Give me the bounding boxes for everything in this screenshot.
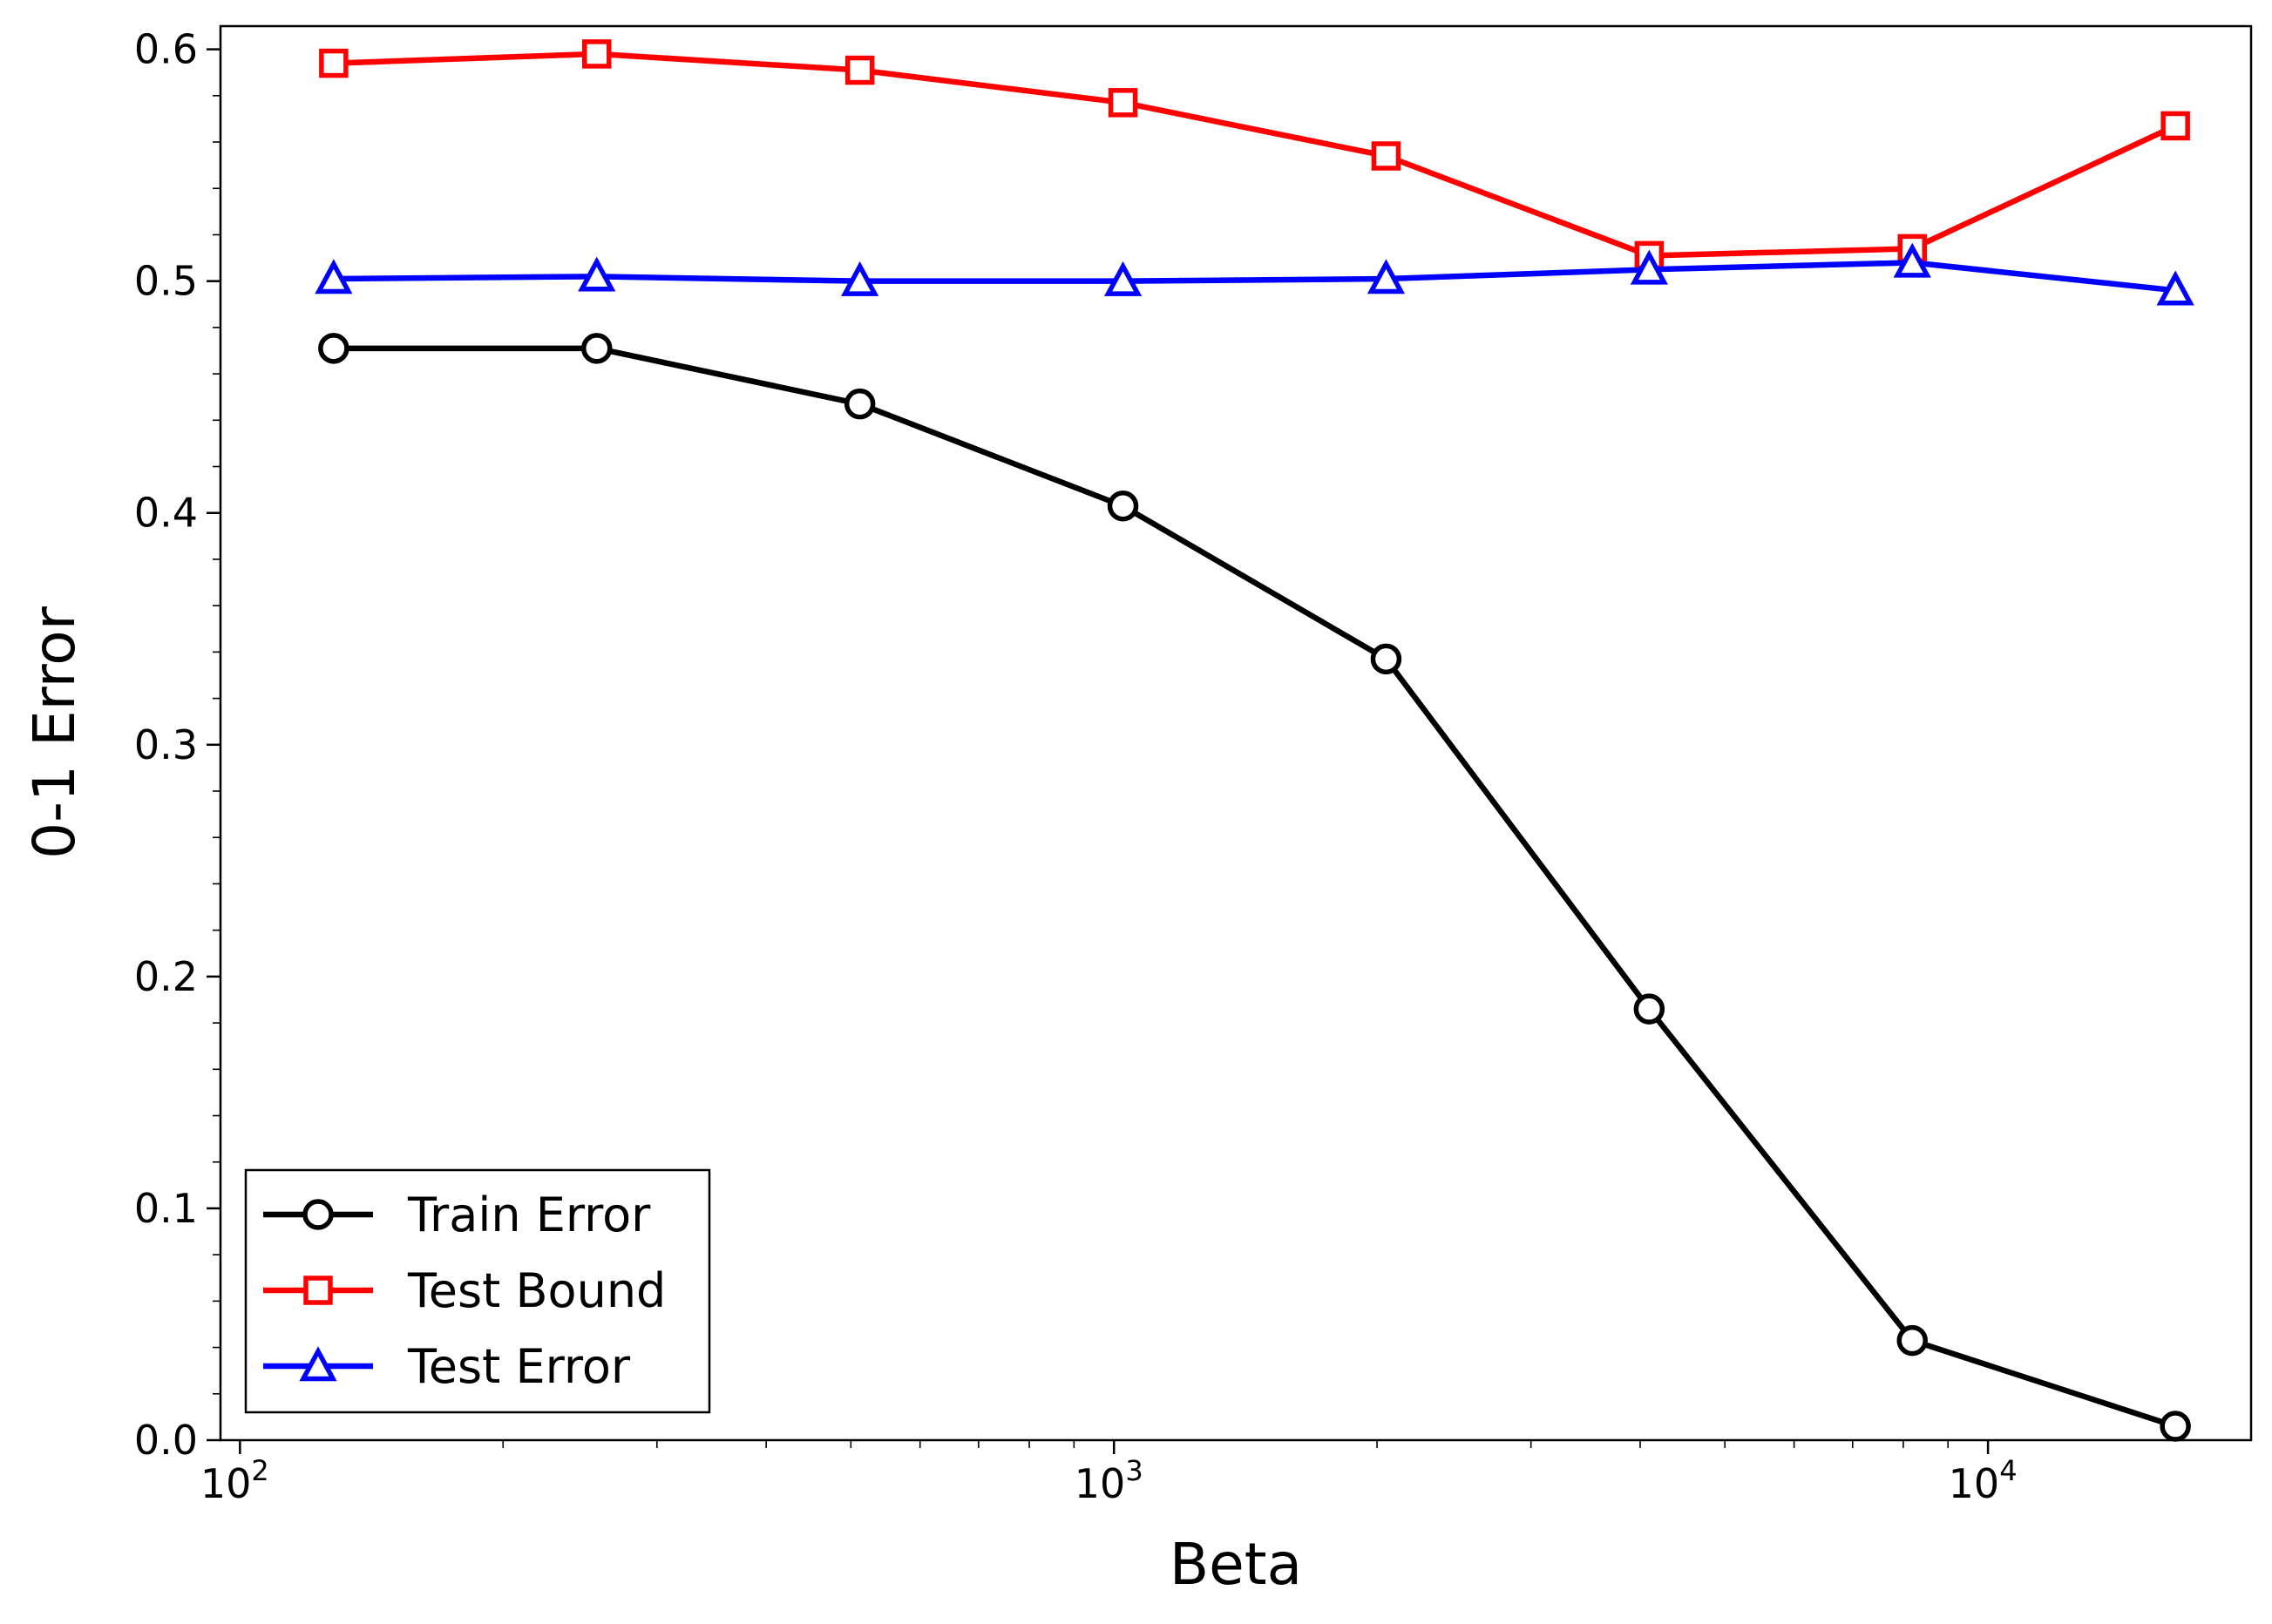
- y-tick-label: 0.1: [134, 1185, 198, 1232]
- x-tick-exponent: 2: [251, 1454, 268, 1487]
- data-point: [319, 48, 349, 78]
- x-tick-base: 10: [200, 1460, 252, 1507]
- x-tick-label: 102: [200, 1454, 269, 1507]
- data-point: [1107, 491, 1139, 522]
- legend-marker: [299, 1346, 337, 1382]
- x-tick-exponent: 4: [1999, 1454, 2017, 1487]
- data-point: [2160, 1411, 2191, 1442]
- series-line: [333, 345, 2177, 1430]
- data-point: [1103, 261, 1143, 296]
- legend-item: Train Error: [263, 1188, 651, 1242]
- x-tick-base: 10: [1075, 1460, 1126, 1507]
- legend-item: Test Error: [263, 1339, 631, 1394]
- data-point: [844, 55, 875, 85]
- legend-marker: [302, 1199, 334, 1230]
- y-tick-label: 0.5: [134, 258, 198, 305]
- data-point: [1367, 259, 1406, 294]
- y-tick-label: 0.4: [134, 490, 198, 537]
- data-point: [318, 333, 349, 364]
- data-point: [1633, 993, 1665, 1025]
- legend-label: Train Error: [407, 1188, 651, 1242]
- data-point: [2156, 270, 2194, 306]
- data-point: [1370, 643, 1402, 675]
- y-axis-title: 0-1 Error: [21, 606, 88, 859]
- data-point: [581, 333, 613, 364]
- y-tick-label: 0.0: [134, 1417, 198, 1464]
- y-tick-label: 0.2: [134, 953, 198, 1000]
- data-point: [315, 259, 353, 294]
- legend: Train Error Test Bound Test Error: [244, 1168, 711, 1414]
- series-test-bound: [319, 39, 2190, 271]
- data-point: [841, 261, 879, 296]
- legend-label: Test Bound: [407, 1263, 666, 1318]
- x-axis-title: Beta: [1170, 1531, 1302, 1598]
- legend-marker: [303, 1276, 333, 1305]
- major-ticks: [207, 48, 1990, 1454]
- data-point: [582, 39, 612, 69]
- data-point: [1630, 249, 1668, 285]
- x-tick-label: 103: [1075, 1454, 1143, 1507]
- legend-item: Test Bound: [263, 1263, 666, 1318]
- minor-ticks: [213, 95, 1950, 1448]
- data-point: [578, 256, 616, 292]
- data-point: [1371, 141, 1401, 171]
- x-tick-base: 10: [1949, 1460, 2000, 1507]
- x-tick-label: 104: [1949, 1454, 2018, 1507]
- y-tick-label: 0.6: [134, 26, 198, 73]
- plot-frame: [219, 24, 2253, 1442]
- series-line: [333, 51, 2177, 259]
- data-point: [1896, 1324, 1928, 1357]
- series-layer: [315, 39, 2194, 1442]
- data-point: [1108, 88, 1138, 118]
- data-point: [844, 388, 876, 420]
- series-line: [333, 260, 2176, 294]
- series-test-error: [315, 242, 2194, 306]
- y-tick-label: 0.3: [134, 721, 198, 768]
- legend-label: Test Error: [407, 1339, 631, 1394]
- data-point: [1893, 242, 1931, 278]
- series-train-error: [318, 333, 2191, 1442]
- x-tick-exponent: 3: [1125, 1454, 1143, 1487]
- data-point: [2160, 111, 2190, 141]
